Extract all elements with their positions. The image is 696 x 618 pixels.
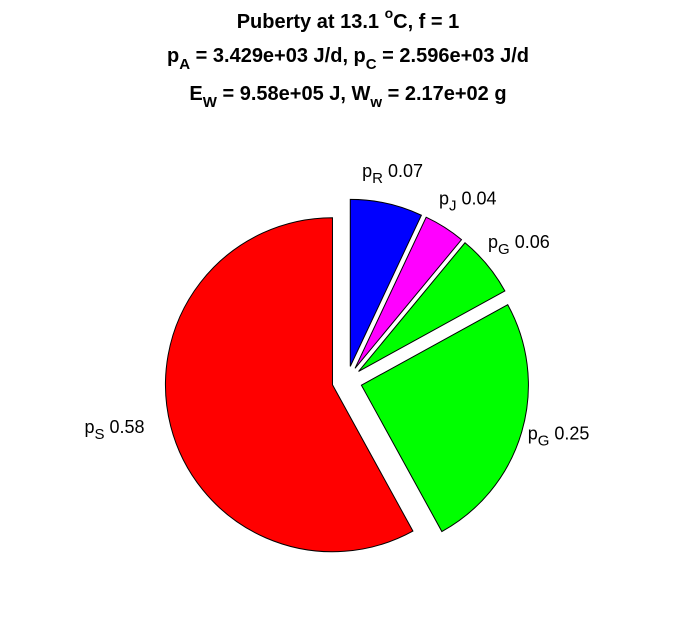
title-superscript: o [385,5,394,21]
label-value: 0.04 [462,189,497,209]
title-text: = 2.596e+03 J/d [377,45,529,67]
chart-title: Puberty at 13.1 oC, f = 1 [237,5,460,33]
label-name: p [84,417,94,437]
pie-slice [360,304,529,533]
chart-title: pA = 3.429e+03 J/d, pC = 2.596e+03 J/d [167,45,529,73]
chart-title: EW = 9.58e+05 J, Ww = 2.17e+02 g [189,83,506,111]
label-value: 0.06 [515,232,550,252]
title-subscript: A [179,56,190,73]
slice-label: pJ 0.04 [439,189,497,215]
title-text: Puberty at 13.1 [237,11,385,33]
title-text: = 2.17e+02 g [382,83,507,105]
label-name: p [362,161,372,181]
title-subscript: C [366,56,377,73]
label-name: p [488,232,498,252]
title-subscript: W [203,94,218,111]
pie-slice [165,217,414,553]
label-subscript: S [95,426,105,443]
pie-slice [349,198,423,367]
label-value: 0.07 [388,161,423,181]
slice-label: pR 0.07 [362,161,423,187]
label-name: p [439,189,449,209]
label-subscript: G [498,241,510,258]
pie-slice [358,242,506,372]
label-value: 0.58 [110,417,145,437]
title-text: C, f = 1 [393,11,459,33]
title-text: = 9.58e+05 J, W [217,83,371,105]
label-subscript: J [449,198,457,215]
title-text: p [167,45,179,67]
slice-label: pG 0.25 [528,423,590,449]
pie-slice [354,216,463,369]
label-subscript: R [372,170,383,187]
title-subscript: w [369,94,382,111]
title-text: E [189,83,202,105]
label-subscript: G [538,432,550,449]
label-name: p [528,423,538,443]
title-text: = 3.429e+03 J/d, p [190,45,366,67]
label-value: 0.25 [554,423,589,443]
slice-label: pS 0.58 [84,417,144,443]
slice-label: pG 0.06 [488,232,550,258]
